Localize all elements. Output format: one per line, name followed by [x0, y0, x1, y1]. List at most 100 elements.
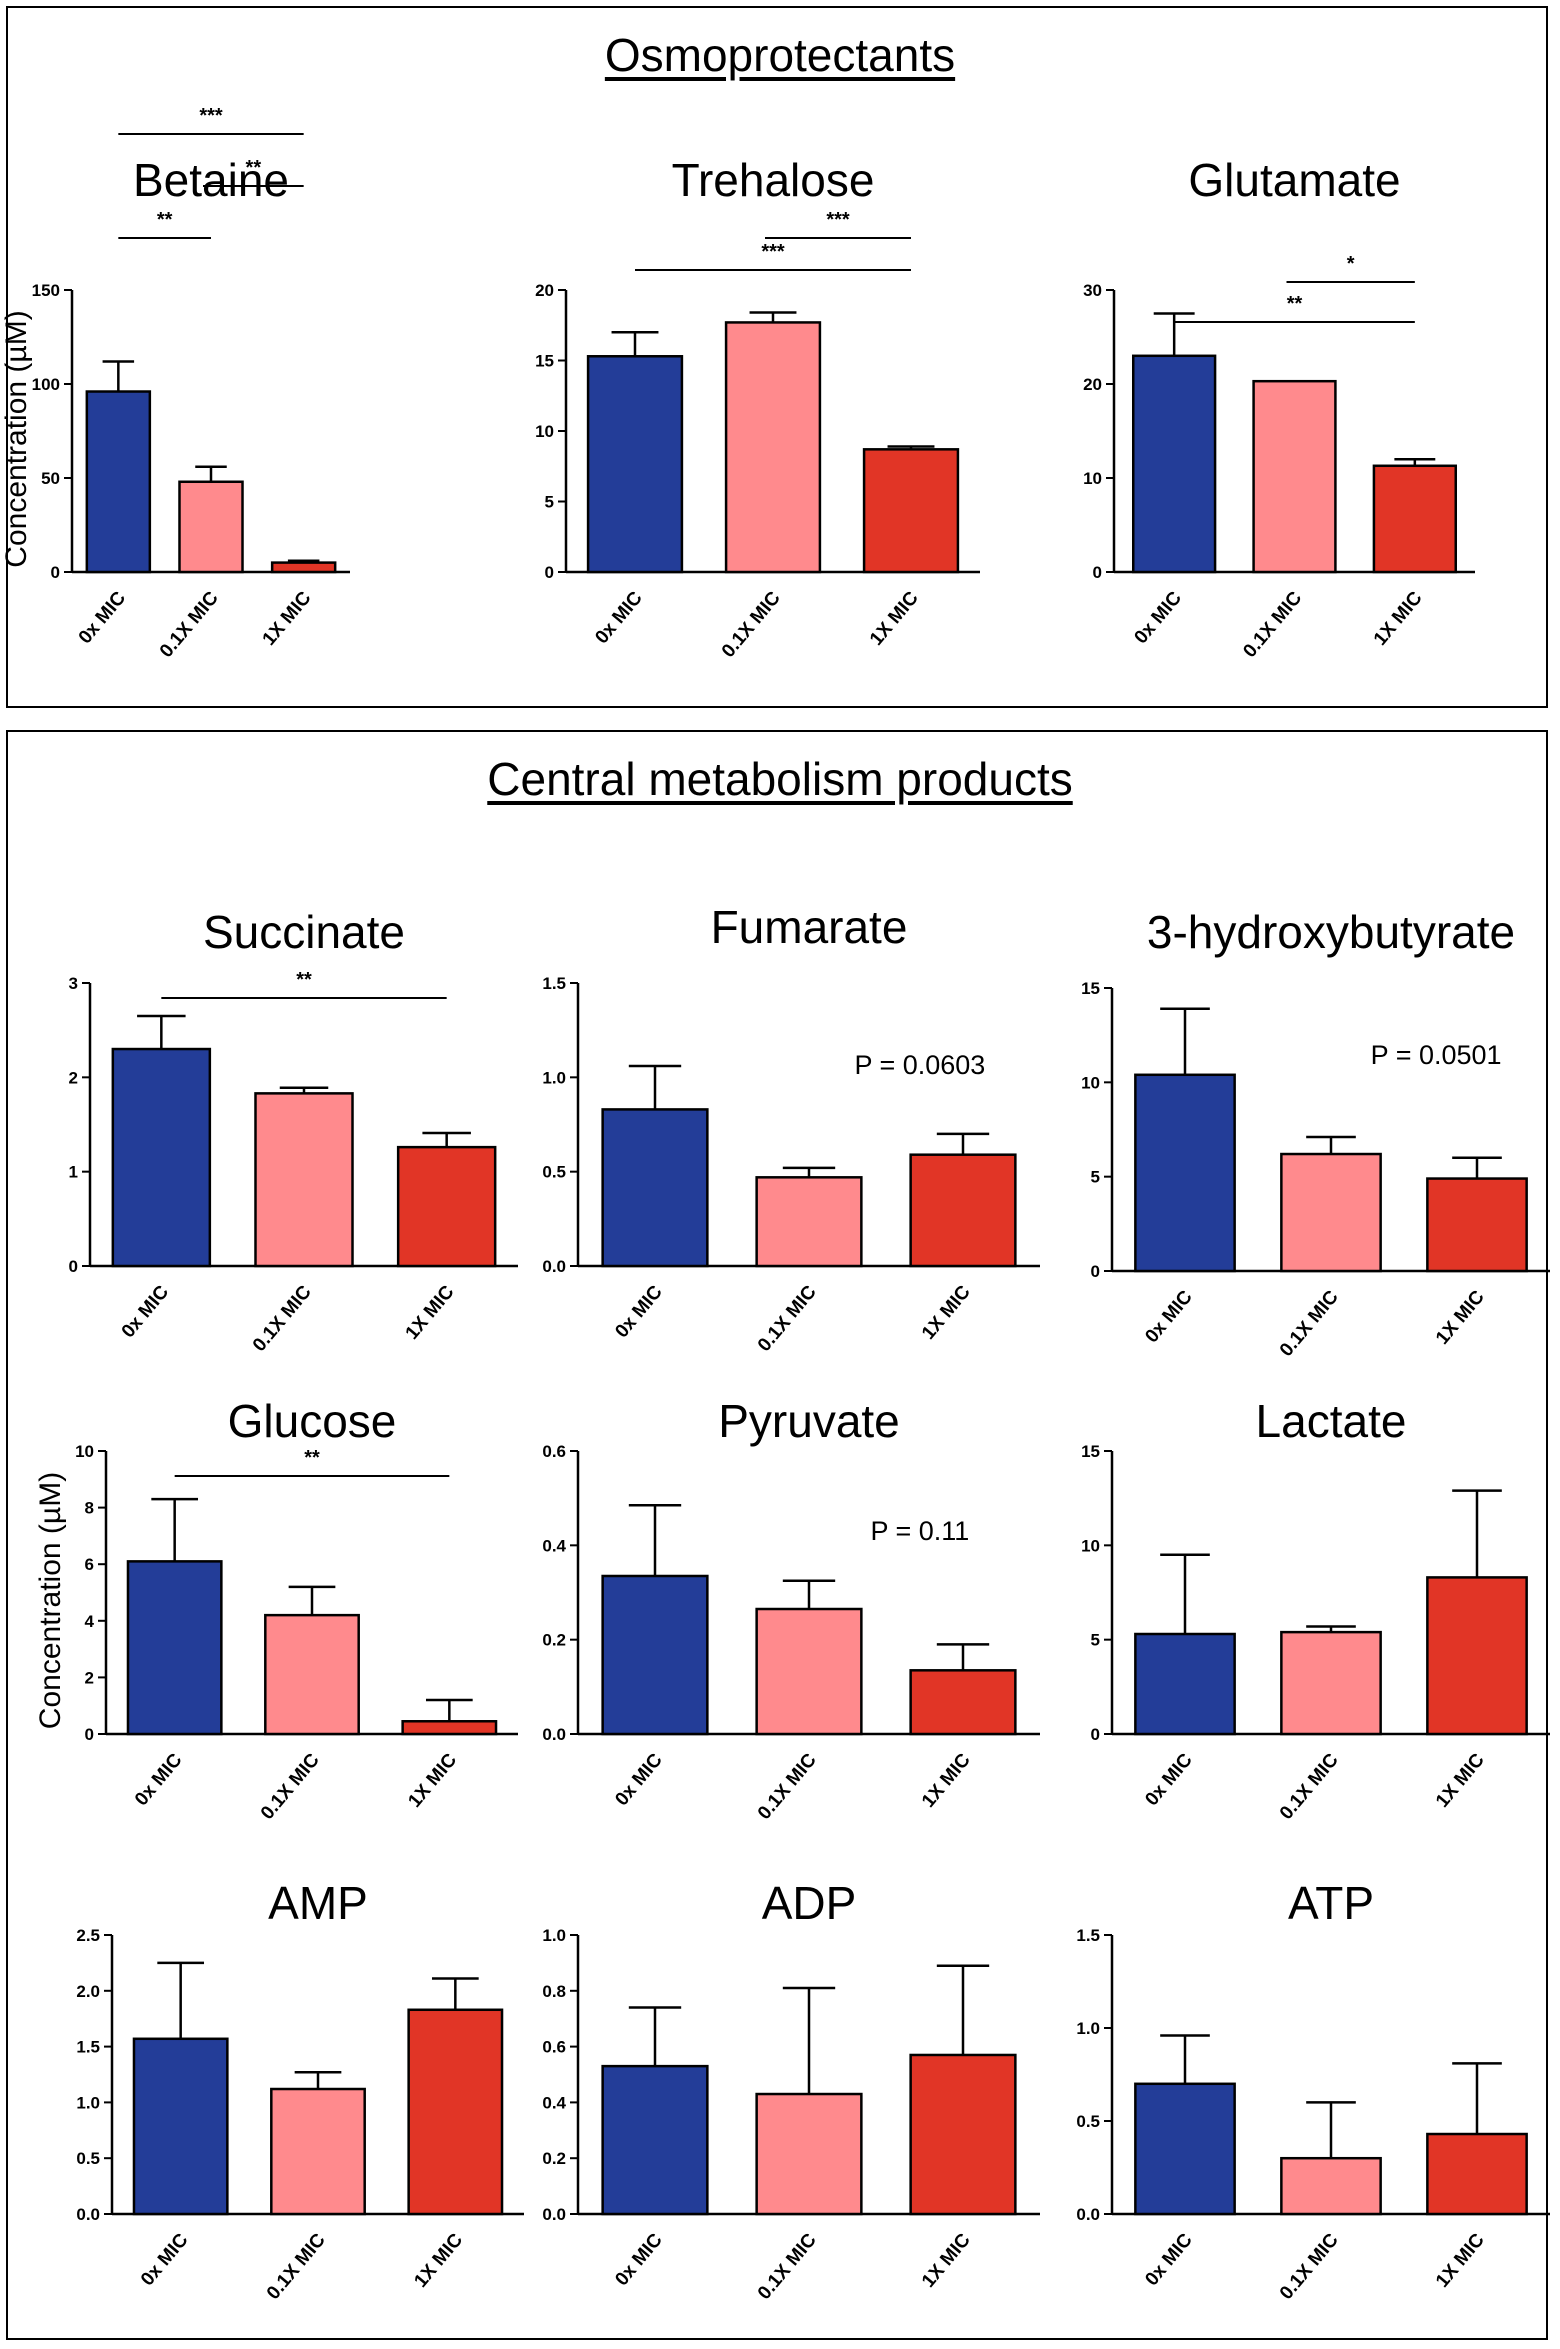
y-tick-label: 2.0: [76, 1982, 100, 2001]
y-tick-label: 0: [85, 1725, 94, 1744]
chart-succinate: Succinate 0 1 2 3 0x MIC 0.1X MIC 1X MIC **: [69, 906, 518, 1356]
bar-0p1x-mic: [755, 1607, 863, 1736]
bar-0x-mic: [126, 1560, 223, 1736]
chart-title: Glutamate: [1188, 154, 1400, 206]
bar-0x-mic: [1134, 2082, 1236, 2216]
y-tick-label: 100: [32, 375, 60, 394]
category-label: 0x MIC: [118, 1282, 174, 1343]
chart-betaine: Betaine 0 50 100 150 Concentration (µM) 0x MIC…: [0, 105, 350, 662]
bar-0x-mic: [1134, 1632, 1236, 1736]
y-tick-label: 0.4: [542, 1536, 566, 1555]
y-tick-label: 1.0: [76, 2093, 100, 2112]
category-label: 1X MIC: [1370, 588, 1427, 650]
chart-adp: ADP 0.0 0.2 0.4 0.6 0.8 1.0 0x MIC 0.1X MIC 1X MI…: [542, 1877, 1040, 2304]
y-tick-label: 15: [1081, 979, 1100, 998]
y-tick-label: 5: [1091, 1168, 1100, 1187]
y-tick-label: 1.0: [542, 1926, 566, 1945]
category-label: 0x MIC: [1141, 2230, 1197, 2291]
y-tick-label: 0.0: [1076, 2205, 1100, 2224]
bar-0x-mic: [132, 2037, 229, 2216]
bar-1x-mic: [401, 1720, 498, 1736]
chart-3-hydroxybutyrate: 3-hydroxybutyrate 0 5 10 15 0x MIC 0.1X MIC 1X …: [1081, 906, 1550, 1361]
y-tick-label: 20: [1083, 375, 1102, 394]
chart-title: AMP: [268, 1877, 368, 1929]
bar-0x-mic: [586, 355, 684, 574]
chart-fumarate: Fumarate 0.0 0.5 1.0 1.5 0x MIC 0.1X MIC 1X MIC…: [542, 901, 1040, 1356]
chart-atp: ATP 0.0 0.5 1.0 1.5 0x MIC 0.1X MIC 1X MIC: [1076, 1877, 1550, 2304]
category-label: 0x MIC: [75, 588, 131, 649]
category-label: 0.1X MIC: [1276, 2230, 1343, 2304]
significance-label: **: [304, 1447, 320, 1469]
y-tick-label: 0.6: [542, 2038, 566, 2057]
y-tick-label: 0.4: [542, 2093, 566, 2112]
category-label: 0.1X MIC: [754, 1282, 821, 1356]
y-tick-label: 1.5: [1076, 1926, 1100, 1945]
y-tick-label: 50: [41, 469, 60, 488]
y-tick-label: 4: [85, 1612, 95, 1631]
category-label: 0x MIC: [611, 1282, 667, 1343]
chart-glucose: Glucose 0 2 4 6 8 10 Concentration (µM) 0x MIC 0.…: [34, 1395, 518, 1824]
significance-label: ***: [199, 105, 223, 127]
bar-1x-mic: [1372, 464, 1457, 574]
y-tick-label: 0.5: [1076, 2112, 1100, 2131]
y-tick-label: 0.2: [542, 2149, 566, 2168]
y-tick-label: 6: [85, 1555, 94, 1574]
bar-1x-mic: [270, 561, 337, 574]
y-tick-label: 0.0: [76, 2205, 100, 2224]
category-label: 1X MIC: [410, 2230, 467, 2292]
bar-1x-mic: [909, 2053, 1017, 2216]
bar-0x-mic: [601, 2064, 709, 2216]
chart-lactate: Lactate 0 5 10 15 0x MIC 0.1X MIC 1X MIC: [1081, 1395, 1550, 1824]
bar-1x-mic: [1426, 2132, 1528, 2216]
category-label: 0x MIC: [611, 1750, 667, 1811]
chart-title: ADP: [762, 1877, 857, 1929]
y-tick-label: 0.5: [76, 2149, 100, 2168]
significance-label: ***: [826, 209, 850, 231]
category-label: 0.1X MIC: [257, 1750, 324, 1824]
y-tick-label: 20: [535, 281, 554, 300]
category-label: 0x MIC: [591, 588, 647, 649]
category-label: 1X MIC: [866, 588, 923, 650]
y-tick-label: 1: [69, 1163, 78, 1182]
bar-0p1x-mic: [755, 2092, 863, 2216]
significance-label: *: [1347, 253, 1355, 275]
y-tick-label: 0: [545, 563, 554, 582]
category-label: 0x MIC: [137, 2230, 193, 2291]
y-tick-label: 0.2: [542, 1631, 566, 1650]
y-tick-label: 0: [69, 1257, 78, 1276]
bar-0p1x-mic: [1252, 379, 1337, 574]
y-tick-label: 10: [1081, 1073, 1100, 1092]
category-label: 1X MIC: [402, 1282, 459, 1344]
significance-label: ***: [761, 241, 785, 263]
bar-1x-mic: [909, 1153, 1017, 1268]
bar-0p1x-mic: [254, 1092, 354, 1268]
category-label: 1X MIC: [1432, 2230, 1489, 2292]
y-tick-label: 5: [545, 493, 554, 512]
bar-1x-mic: [407, 2008, 504, 2216]
chart-title: Succinate: [203, 906, 405, 958]
category-label: 0.1X MIC: [156, 588, 223, 662]
y-tick-label: 5: [1091, 1631, 1100, 1650]
y-tick-label: 0: [51, 563, 60, 582]
category-label: 0.1X MIC: [1276, 1750, 1343, 1824]
bar-0p1x-mic: [178, 480, 244, 574]
category-label: 0x MIC: [1131, 588, 1187, 649]
y-tick-label: 0.0: [542, 1725, 566, 1744]
significance-label: **: [1287, 293, 1303, 315]
bar-0p1x-mic: [724, 321, 822, 574]
y-tick-label: 2.5: [76, 1926, 100, 1945]
y-tick-label: 3: [69, 974, 78, 993]
y-tick-label: 10: [535, 422, 554, 441]
category-label: 0x MIC: [131, 1750, 187, 1811]
bar-1x-mic: [1426, 1177, 1528, 1273]
category-label: 0x MIC: [1141, 1750, 1197, 1811]
bar-0p1x-mic: [1280, 2156, 1382, 2216]
bar-1x-mic: [909, 1669, 1017, 1736]
bar-1x-mic: [396, 1145, 497, 1268]
bar-0p1x-mic: [755, 1176, 863, 1268]
bar-1x-mic: [1426, 1576, 1528, 1736]
y-tick-label: 0.0: [542, 1257, 566, 1276]
y-tick-label: 15: [1081, 1442, 1100, 1461]
chart-title: Fumarate: [711, 901, 908, 953]
